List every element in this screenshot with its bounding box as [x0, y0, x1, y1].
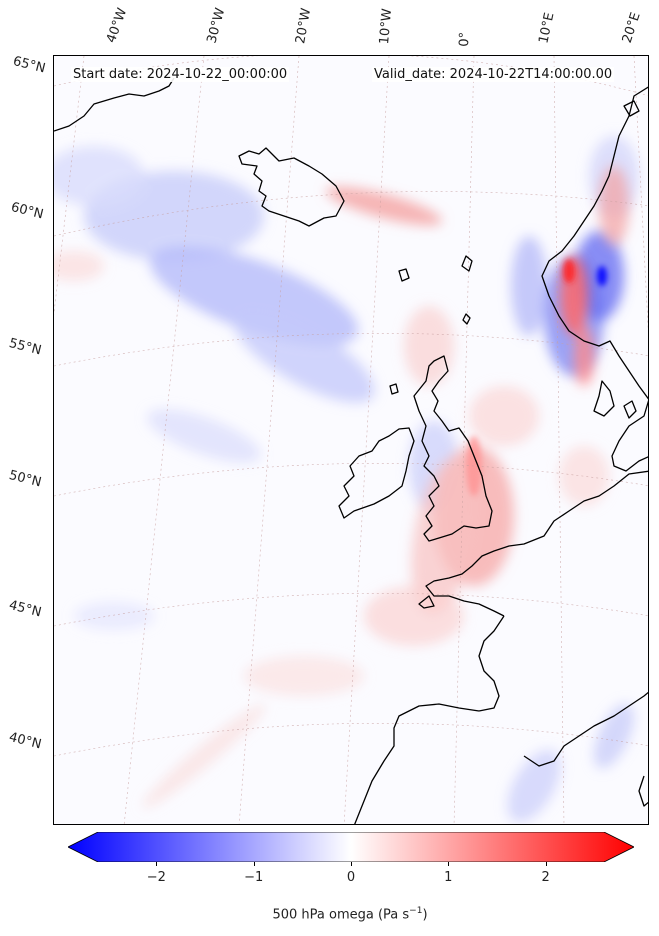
valid-date-text: Valid_date: 2024-10-22T14:00:00.00 — [372, 67, 615, 82]
colorbar-tick-mark — [156, 862, 158, 866]
lon-label-40w: 40°W — [103, 6, 131, 45]
colorbar-label-exp: −1 — [409, 906, 423, 916]
colorbar-tick-mark — [448, 862, 450, 866]
lon-label-10e: 10°E — [536, 11, 558, 46]
lat-label-45n: 45°N — [7, 598, 43, 621]
lon-label-20e: 20°E — [619, 10, 644, 46]
lat-label-60n: 60°N — [9, 200, 45, 223]
colorbar-label-end: ) — [422, 907, 428, 923]
colorbar-tick-label: 1 — [444, 870, 453, 885]
colorbar-label: 500 hPa omega (Pa s−1) — [0, 906, 659, 922]
lat-label-50n: 50°N — [7, 468, 43, 491]
sharp-features — [466, 259, 607, 496]
colorbar-tick-mark — [545, 862, 547, 866]
lon-label-0: 0° — [457, 31, 473, 47]
colorbar-gradient — [68, 832, 634, 862]
coastlines — [54, 77, 648, 824]
colorbar-tick-mark — [253, 862, 255, 866]
colorbar-tick-label: 0 — [346, 870, 356, 885]
colorbar-label-main: 500 hPa omega (Pa s — [272, 907, 410, 923]
colorbar-tick-label: 2 — [541, 870, 550, 885]
lat-label-40n: 40°N — [7, 730, 43, 753]
colorbar-tick-mark — [351, 862, 352, 866]
omega-field-map — [54, 56, 648, 824]
lon-label-20w: 20°W — [293, 7, 315, 46]
start-date-text: Start date: 2024-10-22_00:00:00 — [71, 67, 290, 82]
map-panel — [53, 55, 649, 825]
colorbar — [68, 832, 634, 862]
lon-label-10w: 10°W — [377, 7, 396, 45]
lon-label-30w: 30°W — [204, 6, 229, 45]
lat-label-65n: 65°N — [11, 54, 47, 77]
lat-label-55n: 55°N — [7, 336, 43, 359]
colorbar-tick-label: −2 — [146, 870, 166, 885]
colorbar-tick-label: −1 — [244, 870, 264, 885]
